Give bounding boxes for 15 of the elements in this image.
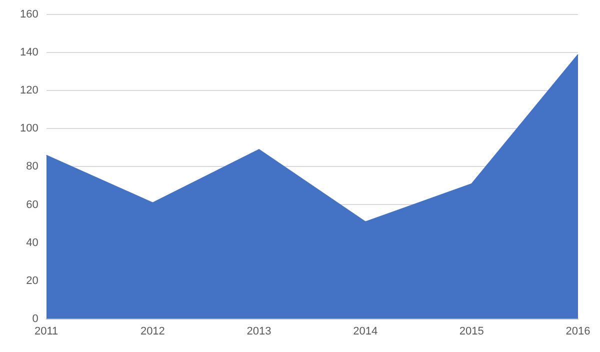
y-tick-label: 20	[26, 274, 38, 287]
y-tick-label: 100	[20, 122, 38, 135]
y-tick-label: 60	[26, 198, 38, 211]
x-tick-label: 2011	[34, 325, 58, 338]
x-tick-label: 2012	[140, 325, 165, 338]
y-tick-label: 0	[32, 312, 38, 325]
x-tick-label: 2016	[566, 325, 590, 338]
x-tick-label: 2014	[353, 325, 378, 338]
y-tick-label: 160	[20, 8, 38, 21]
y-tick-label: 40	[26, 236, 38, 249]
x-tick-label: 2015	[459, 325, 484, 338]
y-tick-label: 140	[20, 46, 38, 59]
x-tick-label: 2013	[246, 325, 272, 338]
y-tick-label: 80	[26, 160, 38, 173]
y-tick-label: 120	[20, 84, 38, 97]
